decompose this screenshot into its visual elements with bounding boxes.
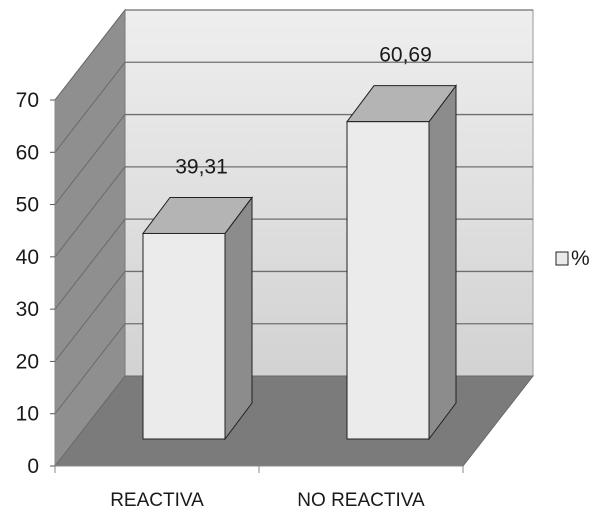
- data-labels: 39,31 60,69: [175, 44, 432, 179]
- y-tick-label: 70: [16, 89, 39, 112]
- bar-no-reactiva: [346, 84, 457, 441]
- gridline-side: [54, 166, 126, 258]
- y-tick-label: 20: [16, 350, 39, 373]
- category-labels: REACTIVA NO REACTIVA: [110, 490, 425, 511]
- bar-front: [346, 121, 430, 440]
- y-axis-tick-labels: 0 10 20 30 40 50 60 70: [16, 89, 55, 478]
- gridline-side: [54, 271, 126, 362]
- chart-walls: [53, 8, 535, 468]
- bar-side: [224, 195, 253, 441]
- bar-reactiva: [142, 195, 253, 441]
- bar-front: [142, 232, 226, 440]
- legend-swatch: [555, 251, 569, 266]
- gridline-side: [54, 9, 126, 101]
- gridline-side: [54, 114, 126, 205]
- category-label: NO REACTIVA: [297, 490, 425, 511]
- floor: [53, 375, 535, 467]
- bars: [142, 84, 457, 441]
- y-tick-label: 40: [16, 246, 39, 269]
- y-tick-label: 30: [16, 298, 39, 321]
- y-tick-label: 10: [16, 403, 39, 426]
- bar-side: [428, 84, 457, 441]
- data-label: 60,69: [379, 44, 432, 67]
- gridline-side: [54, 323, 126, 415]
- gridline-side: [54, 218, 126, 310]
- y-tick-label: 0: [27, 455, 39, 478]
- gridline-side: [54, 61, 126, 153]
- axis-lines: [54, 100, 464, 473]
- legend: %: [555, 247, 590, 270]
- legend-label: %: [571, 247, 590, 270]
- y-tick-label: 60: [16, 141, 39, 164]
- category-label: REACTIVA: [110, 490, 204, 511]
- data-label: 39,31: [175, 155, 228, 178]
- y-tick-label: 50: [16, 194, 39, 217]
